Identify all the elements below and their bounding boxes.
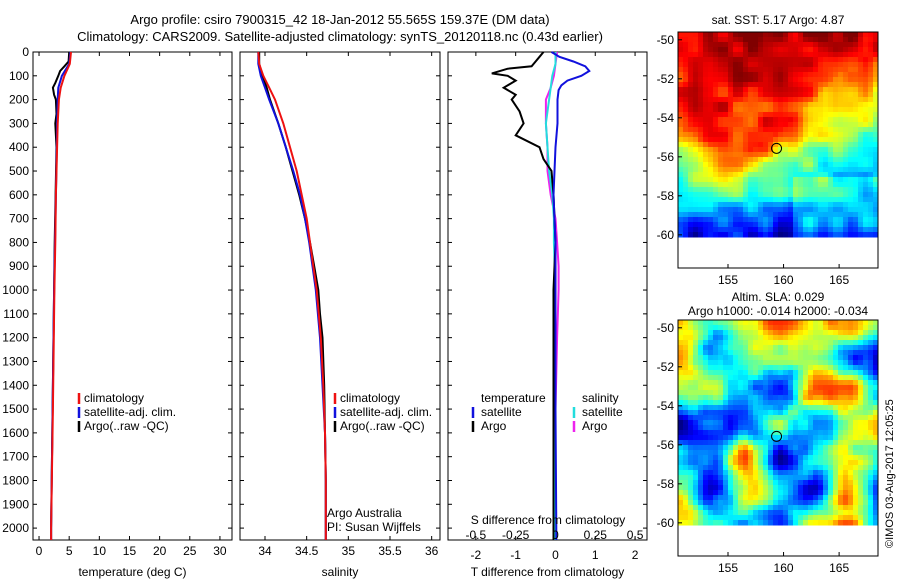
y-tick-label: 1900 <box>2 497 29 511</box>
y-tick-label: 0 <box>22 45 29 59</box>
sla-map <box>678 320 879 526</box>
y-tick-label: 1800 <box>2 473 29 487</box>
y-tick-label: -50 <box>657 33 675 47</box>
x-tick-label: -1 <box>510 548 521 562</box>
x-tick-label: 25 <box>183 544 197 558</box>
y-tick-label: -52 <box>657 360 675 374</box>
x-tick-label: 10 <box>93 544 107 558</box>
legend-entry: climatology <box>340 391 400 405</box>
map-title: sat. SST: 5.17 Argo: 4.87 <box>712 13 845 27</box>
legend-entry: Argo <box>582 419 608 433</box>
y-tick-label: 1100 <box>3 307 29 321</box>
x-tick-label: -2 <box>471 548 482 562</box>
y-tick-label: 1700 <box>2 450 29 464</box>
argo-position-marker <box>771 142 783 154</box>
series-line-climatology <box>50 51 72 540</box>
legend-entry: Argo <box>481 419 507 433</box>
y-tick-label: 100 <box>9 69 29 83</box>
sst-map <box>678 32 879 238</box>
x2-tick-label: 0.5 <box>627 528 644 542</box>
x2-tick-label: 0 <box>552 528 559 542</box>
panel-note: PI: Susan Wijffels <box>327 520 421 534</box>
series-line-climatology <box>257 51 327 540</box>
sla-map-frame <box>677 319 879 557</box>
y-tick-label: 1000 <box>2 283 29 297</box>
y-tick-label: 400 <box>9 140 29 154</box>
y-tick-label: -54 <box>657 111 675 125</box>
x-tick-label: 0 <box>552 548 559 562</box>
legend-entry: Argo(..raw -QC) <box>340 419 425 433</box>
x-axis-label: temperature (deg C) <box>78 565 186 579</box>
y-tick-label: 2000 <box>2 521 29 535</box>
y-tick-label: -56 <box>657 438 675 452</box>
legend-entry: satellite-adj. clim. <box>340 405 432 419</box>
x-tick-label: 0 <box>36 544 43 558</box>
x-tick-label: 160 <box>774 273 794 287</box>
y-tick-label: -60 <box>657 228 675 242</box>
y-tick-label: -58 <box>657 477 675 491</box>
y-tick-label: 1500 <box>2 402 29 416</box>
series-line-temperature-satellite <box>550 51 591 540</box>
legend-entry: satellite-adj. clim. <box>84 405 176 419</box>
x-tick-label: 15 <box>123 544 137 558</box>
x-tick-label: 34.5 <box>295 544 319 558</box>
x-tick-label: 1 <box>592 548 599 562</box>
y-tick-label: 1600 <box>2 426 29 440</box>
y-tick-label: -50 <box>657 321 675 335</box>
x-tick-label: 160 <box>774 561 794 575</box>
y-tick-label: 1400 <box>2 378 29 392</box>
legend-entry: satellite <box>582 405 623 419</box>
x-tick-label: 30 <box>213 544 227 558</box>
sst-map-frame <box>677 31 879 269</box>
legend-entry: Argo(..raw -QC) <box>84 419 169 433</box>
x-tick-label: 20 <box>153 544 167 558</box>
x-tick-label: 165 <box>829 273 849 287</box>
x-tick-label: 165 <box>829 561 849 575</box>
figure-title-line1: Argo profile: csiro 7900315_42 18-Jan-20… <box>130 12 550 27</box>
x-axis-label: salinity <box>322 565 359 579</box>
y-tick-label: 800 <box>9 235 29 249</box>
y-tick-label: 600 <box>9 188 29 202</box>
y-tick-label: -60 <box>657 516 675 530</box>
y-tick-label: 200 <box>9 93 29 107</box>
legend-entry: satellite <box>481 405 522 419</box>
legend-entry: climatology <box>84 391 144 405</box>
y-tick-label: -54 <box>657 399 675 413</box>
y-tick-label: 700 <box>9 212 29 226</box>
x2-axis-label: S difference from climatology <box>471 513 626 527</box>
figure-title-line2: Climatology: CARS2009. Satellite-adjuste… <box>77 29 603 44</box>
x2-tick-label: -0.25 <box>502 528 530 542</box>
difference-panel-frame <box>447 51 648 541</box>
x-tick-label: 35 <box>342 544 356 558</box>
x-tick-label: 5 <box>66 544 73 558</box>
x-axis-label: T difference from climatology <box>471 565 625 579</box>
legend-heading: salinity <box>582 391 619 405</box>
salinity-panel-frame <box>239 51 441 541</box>
x-tick-label: 35.5 <box>378 544 402 558</box>
y-tick-label: 300 <box>9 116 29 130</box>
y-tick-label: -58 <box>657 189 675 203</box>
argo-position-marker <box>771 430 783 442</box>
x-tick-label: 155 <box>718 561 738 575</box>
x-tick-label: 155 <box>718 273 738 287</box>
x2-tick-label: 0.25 <box>584 528 608 542</box>
map-title: Altim. SLA: 0.029 <box>732 290 825 304</box>
y-tick-label: -52 <box>657 72 675 86</box>
map-subtitle: Argo h1000: -0.014 h2000: -0.034 <box>688 304 868 318</box>
y-tick-label: 900 <box>9 259 29 273</box>
x2-tick-label: -0.5 <box>466 528 487 542</box>
legend-heading: temperature <box>481 391 546 405</box>
x-tick-label: 2 <box>632 548 639 562</box>
panel-note: Argo Australia <box>327 506 402 520</box>
y-tick-label: 500 <box>9 164 29 178</box>
x-tick-label: 36 <box>425 544 439 558</box>
temperature-panel-frame <box>32 51 233 541</box>
timestamp-stamp: ©IMOS 03-Aug-2017 12:05:25 <box>884 399 896 548</box>
y-tick-label: -56 <box>657 150 675 164</box>
x-tick-label: 34 <box>258 544 272 558</box>
y-tick-label: 1200 <box>2 331 29 345</box>
y-tick-label: 1300 <box>2 354 29 368</box>
